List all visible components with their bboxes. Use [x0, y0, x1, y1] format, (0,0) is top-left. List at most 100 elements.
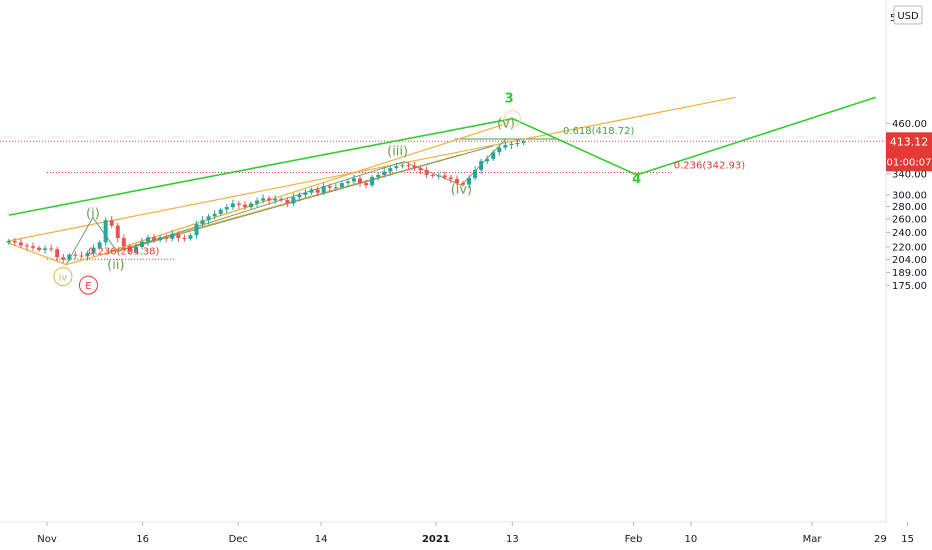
- x-tick-label: 14: [315, 534, 328, 545]
- candle-body: [467, 177, 472, 185]
- candle-body: [333, 187, 338, 189]
- wave-label: iv: [59, 273, 68, 284]
- y-tick-label: 240.00: [892, 228, 927, 239]
- y-tick-label: 175.00: [892, 281, 927, 292]
- channel-line: [104, 124, 503, 254]
- x-tick-label: 15: [901, 534, 914, 545]
- candle-body: [406, 165, 411, 167]
- wave-label: (iv): [451, 182, 472, 197]
- candle-body: [133, 246, 138, 252]
- candle-body: [297, 194, 302, 198]
- y-tick-label: 280.00: [892, 202, 927, 213]
- y-tick-label: 460.00: [892, 119, 927, 130]
- candle-body: [146, 237, 151, 242]
- candle-body: [285, 200, 290, 204]
- candle-body: [436, 175, 441, 177]
- drawing-layer: [0, 96, 886, 266]
- candles: [6, 139, 526, 263]
- price-axis[interactable]: 175.00 189.00 204.00 220.00 240.00 260.00280.…: [885, 0, 932, 522]
- currency-button[interactable]: [893, 5, 923, 25]
- candle-body: [515, 142, 520, 144]
- candle-body: [12, 240, 17, 243]
- candle-body: [158, 237, 163, 241]
- candle-body: [85, 253, 90, 257]
- x-tick-label: 2021: [422, 534, 450, 545]
- y-tick-label: 340.00: [892, 169, 927, 180]
- candle-body: [430, 174, 435, 176]
- candle-body: [497, 147, 502, 153]
- y-top-partial-label: 5: [890, 13, 896, 24]
- candle-body: [97, 242, 102, 248]
- candle-body: [194, 224, 199, 236]
- wave-label: 3: [505, 92, 514, 107]
- candle-body: [418, 168, 423, 171]
- candle-body: [230, 203, 235, 208]
- candle-body: [291, 197, 296, 204]
- countdown-label: 01:00:07: [887, 157, 932, 168]
- candle-body: [479, 161, 484, 171]
- candle-body: [164, 237, 169, 239]
- x-tick-label: Feb: [625, 534, 643, 545]
- y-tick-label: 300.00: [892, 190, 927, 201]
- x-tick-label: Dec: [229, 534, 248, 545]
- candle-body: [30, 246, 35, 248]
- candle-body: [24, 245, 29, 247]
- candle-body: [91, 247, 96, 254]
- candle-body: [170, 233, 175, 239]
- candle-body: [400, 165, 405, 167]
- candle-body: [454, 178, 459, 184]
- candle-body: [67, 254, 72, 260]
- candle-body: [79, 255, 84, 257]
- candle-body: [55, 249, 60, 258]
- candle-body: [115, 225, 120, 239]
- candle-body: [224, 207, 229, 210]
- candle-body: [255, 200, 260, 204]
- candle-body: [273, 198, 278, 201]
- candle-body: [43, 248, 48, 251]
- candle-body: [176, 233, 181, 239]
- candle-body: [339, 183, 344, 188]
- candle-body: [473, 170, 478, 178]
- candle-body: [412, 165, 417, 169]
- candle-body: [321, 186, 326, 193]
- candle-body: [388, 168, 393, 172]
- candle-body: [448, 177, 453, 179]
- candle-body: [364, 183, 369, 186]
- candle-body: [442, 175, 447, 178]
- candle-body: [460, 183, 465, 185]
- currency-label: USD: [897, 11, 919, 22]
- time-axis[interactable]: Nov 16 Dec 14 2021 13 Feb 10 Mar 15 29: [0, 521, 932, 550]
- y-tick-label: 260.00: [892, 214, 927, 225]
- candle-body: [521, 141, 526, 143]
- last-price-label: 413.12: [890, 135, 929, 148]
- x-tick-label: Nov: [37, 534, 57, 545]
- candle-body: [485, 158, 490, 162]
- candle-body: [218, 209, 223, 214]
- candle-body: [382, 171, 387, 175]
- candle-body: [152, 237, 157, 241]
- candle-body: [315, 189, 320, 193]
- candle-body: [345, 181, 350, 184]
- candle-body: [309, 189, 314, 193]
- candle-body: [236, 203, 241, 205]
- y-tick-label: 189.00: [892, 268, 927, 279]
- candle-body: [103, 220, 108, 243]
- channel-line: [8, 96, 736, 242]
- candle-body: [358, 178, 363, 184]
- wave-label: (ii): [107, 258, 124, 273]
- candle-body: [49, 248, 54, 250]
- candle-body: [503, 145, 508, 148]
- candle-body: [200, 220, 205, 225]
- wave-label: 4: [632, 172, 641, 187]
- wave-label: (iii): [387, 145, 408, 160]
- fib-level-label: 0.236(342.93): [674, 161, 746, 172]
- candle-body: [279, 198, 284, 201]
- candle-body: [61, 257, 66, 260]
- annotation-labels: 0.618(418.72)0.236(342.93)0.236(204.38)(…: [53, 92, 746, 295]
- candle-body: [188, 235, 193, 239]
- candle-body: [127, 246, 132, 252]
- candle-body: [509, 143, 514, 146]
- wave-label: E: [85, 281, 91, 292]
- x-tick-label: 10: [685, 534, 698, 545]
